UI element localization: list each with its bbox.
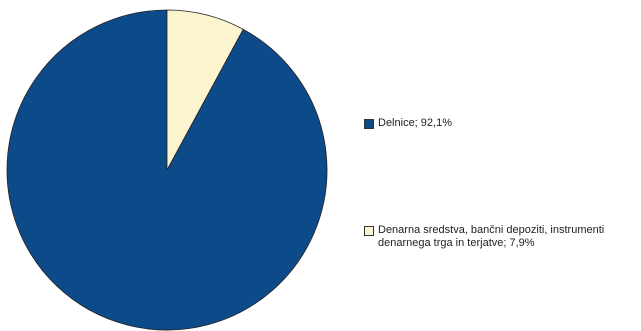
legend-item-delnice: Delnice; 92,1% bbox=[364, 117, 452, 130]
legend-label-denarna-sredstva: Denarna sredstva, bančni depoziti, instr… bbox=[378, 224, 605, 249]
legend-item-denarna-sredstva: Denarna sredstva, bančni depoziti, instr… bbox=[364, 224, 604, 250]
legend-swatch-denarna-sredstva bbox=[364, 226, 374, 236]
pie-slice-denarna-sredstva bbox=[166, 9, 244, 171]
legend-swatch-delnice bbox=[364, 119, 374, 129]
legend-label-delnice: Delnice; 92,1% bbox=[378, 117, 452, 129]
